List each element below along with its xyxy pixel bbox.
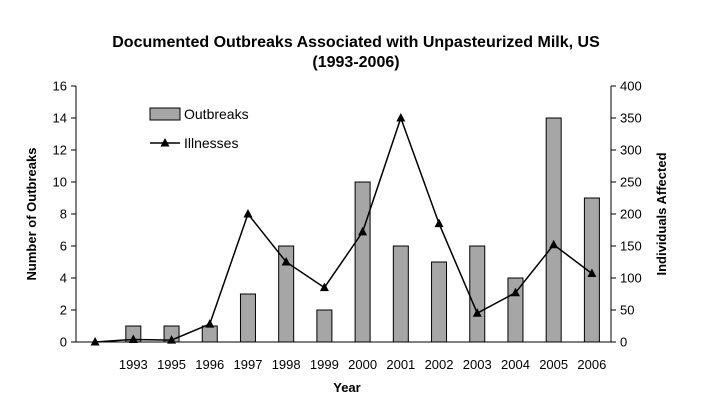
point-illnesses-5: [281, 257, 291, 266]
chart-title: Documented Outbreaks Associated with Unp…: [112, 34, 600, 51]
point-illnesses-6: [319, 282, 329, 292]
y-tick-label-right-7: 350: [620, 111, 642, 126]
plot-area: 0 2 4 6 8 10 12 14 16 0 50 100 150 200 250 300 350 400 199…: [53, 79, 642, 373]
legend-label-illnesses: Illnesses: [184, 135, 238, 151]
y-tick-label-left-4: 8: [60, 207, 67, 222]
y-tick-label-right-3: 150: [620, 239, 642, 254]
x-tick-label-2: 1995: [157, 357, 186, 372]
x-tick-label-8: 2001: [386, 357, 415, 372]
x-tick-label-1: 1993: [119, 357, 148, 372]
point-illnesses-7: [358, 226, 368, 236]
point-illnesses-1: [128, 334, 138, 343]
x-tick-label-9: 2002: [425, 357, 454, 372]
point-illnesses-9: [434, 218, 444, 228]
x-tick-label-11: 2004: [501, 357, 530, 372]
point-illnesses-2: [167, 335, 177, 344]
y-tick-label-left-8: 16: [53, 79, 67, 94]
y-tick-label-right-2: 100: [620, 271, 642, 286]
y-tick-label-left-2: 4: [60, 271, 67, 286]
x-tick-label-7: 2000: [348, 357, 377, 372]
y-tick-label-right-5: 250: [620, 175, 642, 190]
y-tick-label-right-4: 200: [620, 207, 642, 222]
x-tick-label-5: 1998: [272, 357, 301, 372]
y-tick-label-right-0: 0: [620, 335, 627, 350]
x-tick-label-3: 1996: [195, 357, 224, 372]
y-tick-label-right-1: 50: [620, 303, 634, 318]
x-tick-label-10: 2003: [463, 357, 492, 372]
bar-outbreaks-9: [431, 261, 448, 343]
x-tick-label-13: 2006: [577, 357, 606, 372]
x-tick-label-6: 1999: [310, 357, 339, 372]
x-axis-label: Year: [333, 380, 360, 395]
y-axis-label-right: Individuals Affected: [654, 152, 669, 275]
bar-outbreaks-11: [507, 277, 524, 343]
bar-outbreaks-6: [316, 309, 333, 343]
legend-swatch-outbreaks: [149, 107, 181, 121]
point-illnesses-13: [587, 268, 597, 278]
y-tick-label-left-5: 10: [53, 175, 67, 190]
legend-label-outbreaks: Outbreaks: [184, 106, 249, 122]
point-illnesses-3: [205, 319, 215, 328]
point-illnesses-4: [243, 209, 253, 218]
y-axis-label-left: Number of Outbreaks: [24, 148, 39, 281]
point-illnesses-12: [549, 239, 559, 249]
bar-outbreaks-12: [545, 117, 562, 343]
y-tick-label-left-0: 0: [60, 335, 67, 350]
bar-outbreaks-8: [392, 245, 409, 343]
bar-outbreaks-10: [469, 245, 486, 343]
point-illnesses-0: [90, 337, 100, 346]
y-tick-label-right-8: 400: [620, 79, 642, 94]
y-tick-label-left-6: 12: [53, 143, 67, 158]
legend-swatch-illnesses-marker: [160, 138, 170, 147]
x-tick-label-12: 2005: [539, 357, 568, 372]
y-tick-label-right-6: 300: [620, 143, 642, 158]
y-tick-label-left-3: 6: [60, 239, 67, 254]
point-illnesses-11: [510, 287, 520, 297]
y-tick-label-left-7: 14: [53, 111, 67, 126]
chart-subtitle: (1993-2006): [312, 54, 399, 71]
point-illnesses-10: [472, 308, 482, 317]
series-line-illnesses: [95, 115, 593, 343]
point-illnesses-8: [396, 113, 406, 122]
bar-outbreaks-4: [239, 293, 256, 343]
x-tick-label-4: 1997: [234, 357, 263, 372]
bar-outbreaks-7: [354, 181, 371, 343]
y-tick-label-left-1: 2: [60, 303, 67, 318]
bar-outbreaks-3: [201, 325, 218, 343]
